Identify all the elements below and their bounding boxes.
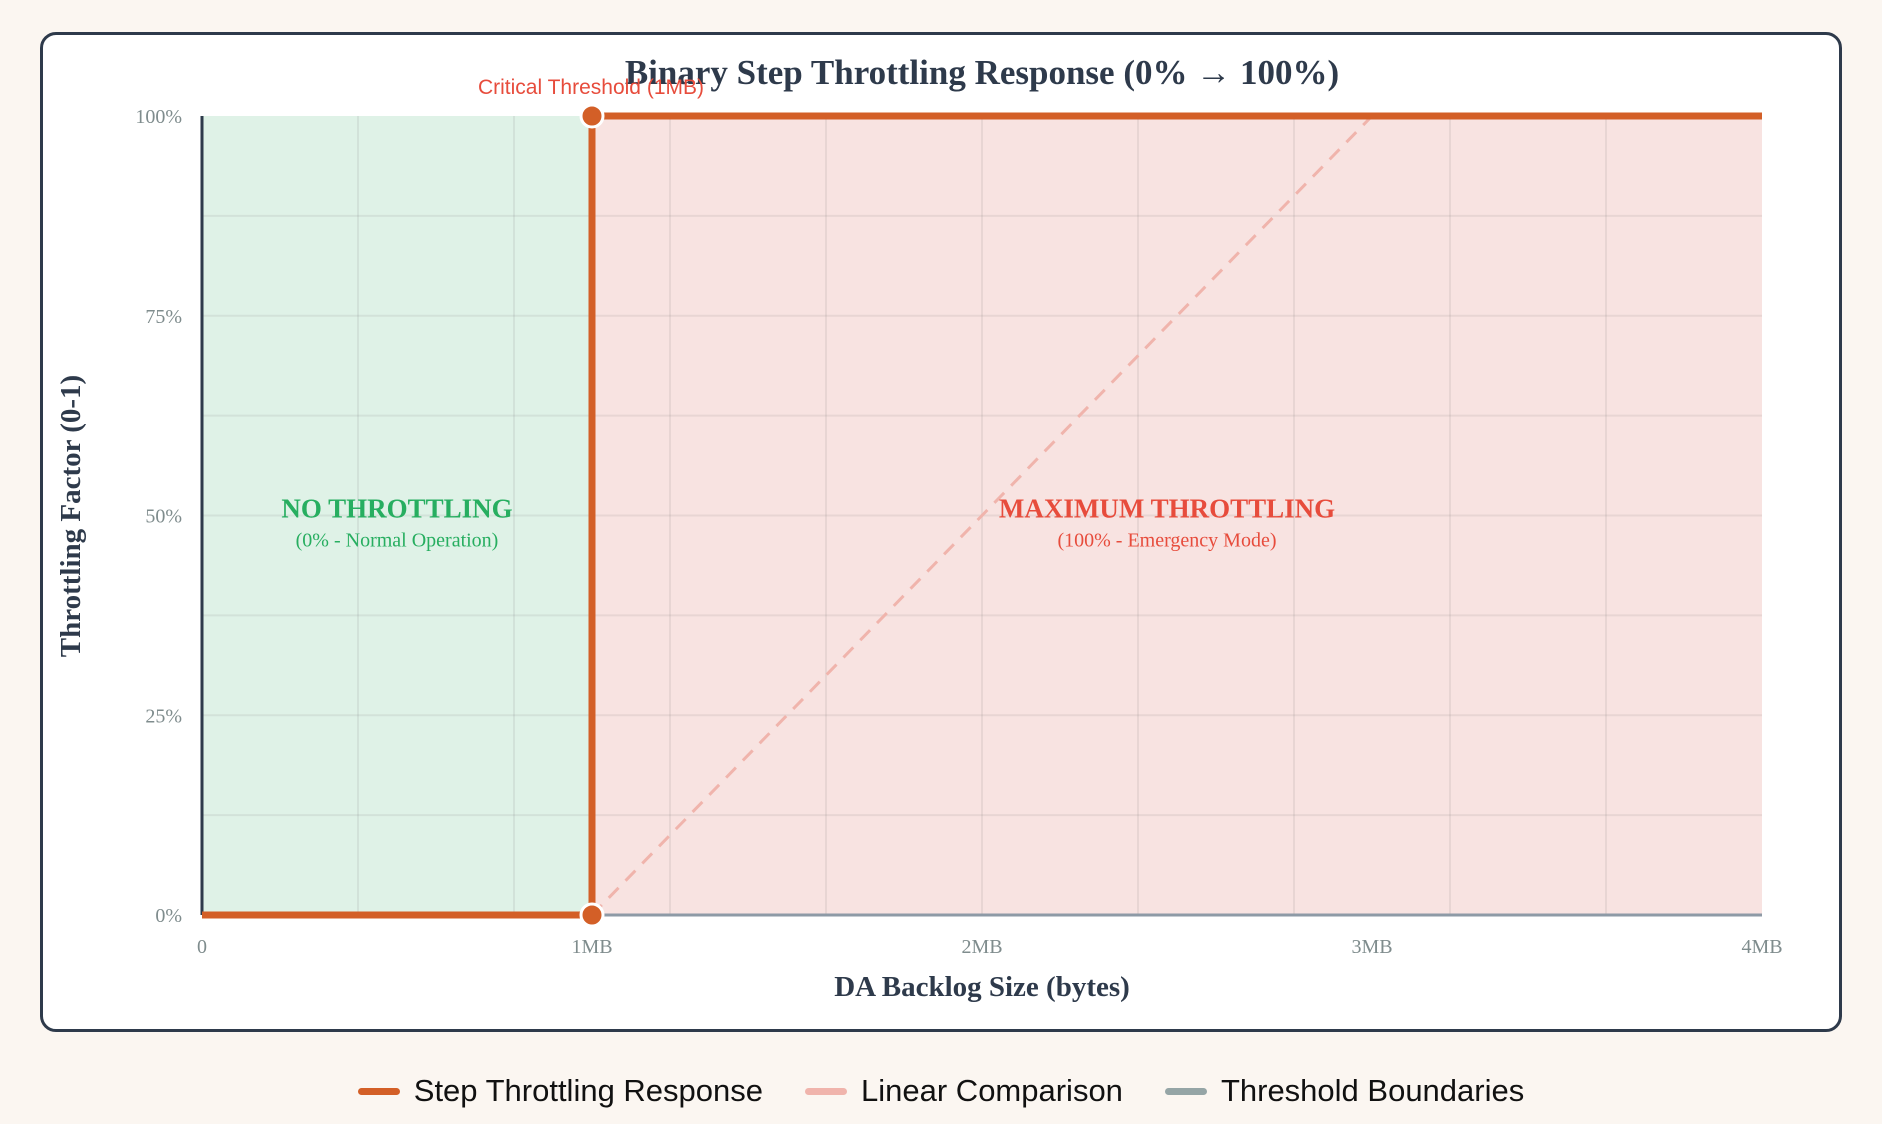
critical-threshold-annotation: Critical Threshold (1MB) <box>478 76 704 99</box>
legend: Step Throttling Response Linear Compariso… <box>0 1063 1882 1119</box>
regions-layer <box>202 116 1762 915</box>
legend-item[interactable]: Threshold Boundaries <box>1164 1073 1525 1109</box>
legend-swatch <box>1164 1087 1207 1095</box>
threshold-marker <box>579 902 605 928</box>
legend-label: Linear Comparison <box>861 1073 1123 1108</box>
y-tick-label: 0% <box>155 905 182 927</box>
threshold-marker <box>579 103 605 129</box>
legend-item[interactable]: Step Throttling Response <box>357 1073 764 1109</box>
labels-layer: NO THROTTLING (0% - Normal Operation) MAXI… <box>281 494 1335 552</box>
chart-title: Binary Step Throttling Response (0% → 10… <box>625 53 1339 92</box>
step-throttling-line <box>202 112 1762 919</box>
legend-label: Threshold Boundaries <box>1220 1073 1525 1108</box>
y-tick-label: 100% <box>135 106 182 128</box>
x-tick-label: 2MB <box>961 936 1002 958</box>
legend-swatch <box>805 1087 848 1095</box>
linear-comparison-line <box>590 114 1374 917</box>
x-tick-label: 0 <box>197 936 207 958</box>
legend-swatch <box>357 1087 400 1095</box>
region-sublabel: (0% - Normal Operation) <box>296 530 499 552</box>
y-axis-label: Throttling Factor (0-1) <box>55 375 87 657</box>
y-tick-label: 75% <box>145 306 182 328</box>
region-label: NO THROTTLING <box>281 494 512 524</box>
x-tick-label: 1MB <box>571 936 612 958</box>
throttling-chart: 0 1MB 2MB 3MB 4MB 0% 25% 50% 75% 100% NO THROTTLI… <box>55 53 1783 1003</box>
region-0 <box>202 116 592 915</box>
legend-item[interactable]: Linear Comparison <box>805 1073 1123 1109</box>
region-sublabel: (100% - Emergency Mode) <box>1057 530 1276 552</box>
x-tick-label: 4MB <box>1741 936 1782 958</box>
region-label: MAXIMUM THROTTLING <box>999 494 1335 524</box>
y-tick-label: 50% <box>145 506 182 528</box>
x-tick-label: 3MB <box>1351 936 1392 958</box>
x-axis-label: DA Backlog Size (bytes) <box>834 971 1130 1003</box>
y-tick-label: 25% <box>145 705 182 727</box>
legend-label: Step Throttling Response <box>413 1073 764 1108</box>
series-layer <box>202 103 1762 928</box>
region-1 <box>592 116 1762 915</box>
